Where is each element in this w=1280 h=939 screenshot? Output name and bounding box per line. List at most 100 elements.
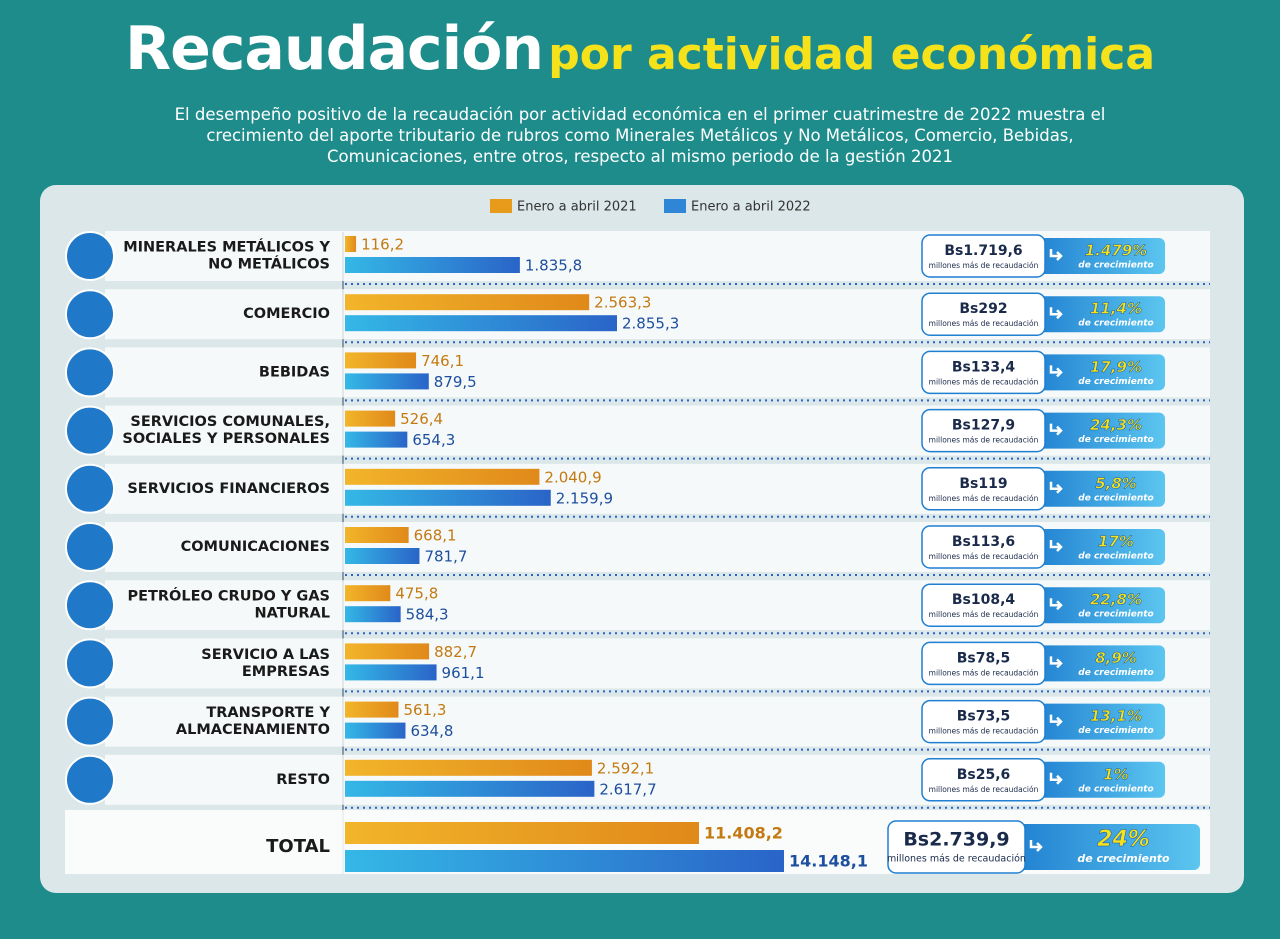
bar	[345, 759, 592, 776]
total-value-label: 11.408,2	[704, 824, 783, 843]
bar	[345, 294, 590, 311]
category-label: SERVICIO A LAS EMPRESAS	[201, 647, 330, 680]
growth-note: de crecimiento	[1078, 319, 1153, 329]
increase-label: Bs113,6	[952, 534, 1015, 550]
category-icon	[65, 231, 115, 281]
legend-label: Enero a abril 2022	[691, 200, 811, 215]
increase-box	[921, 699, 1046, 744]
growth-arrow	[1031, 238, 1165, 274]
value-label: 746,1	[421, 352, 464, 370]
arrow-icon	[1049, 481, 1063, 494]
value-label: 116,2	[361, 236, 404, 254]
arrow-icon	[1049, 307, 1063, 320]
category-icon	[65, 580, 115, 631]
increase-label: Bs1.719,6	[944, 243, 1022, 259]
increase-label: Bs73,5	[957, 709, 1011, 725]
bar	[345, 527, 409, 543]
arrow-icon	[1049, 365, 1063, 378]
legend-label: Enero a abril 2021	[517, 200, 637, 215]
increase-note: millones más de recaudación	[929, 668, 1039, 677]
total-label: TOTAL	[266, 836, 330, 857]
bar	[345, 257, 520, 273]
total-bar	[345, 850, 784, 872]
growth-note: de crecimiento	[1078, 610, 1153, 620]
value-label: 2.592,1	[597, 759, 654, 777]
arrow-icon	[1049, 772, 1063, 785]
increase-note: millones más de recaudación	[929, 377, 1039, 386]
growth-note: de crecimiento	[1078, 261, 1153, 271]
value-label: 879,5	[434, 373, 477, 391]
value-label: 2.563,3	[594, 294, 651, 312]
category-label: SERVICIOS FINANCIEROS	[127, 481, 330, 497]
increase-label: Bs133,4	[952, 359, 1016, 375]
value-label: 961,1	[442, 664, 485, 682]
growth-arrow	[1031, 587, 1165, 624]
increase-box	[921, 525, 1046, 569]
value-label: 1.835,8	[525, 257, 582, 275]
increase-note: millones más de recaudación	[929, 319, 1039, 328]
growth-arrow	[1031, 296, 1165, 333]
growth-label: 17%	[1098, 533, 1134, 551]
increase-note: millones más de recaudación	[887, 854, 1026, 865]
value-label: 2.855,3	[622, 315, 679, 333]
increase-box	[921, 234, 1046, 278]
bar	[345, 701, 399, 718]
increase-label: Bs2.739,9	[903, 829, 1009, 851]
arrow-icon	[1049, 540, 1063, 552]
growth-note: de crecimiento	[1078, 784, 1153, 794]
category-icon	[65, 696, 115, 747]
increase-label: Bs78,5	[957, 650, 1011, 666]
growth-note: de crecimiento	[1078, 435, 1153, 445]
increase-box	[921, 292, 1046, 336]
bar	[345, 468, 540, 485]
bar	[345, 780, 595, 797]
header: Recaudación por actividad económica	[0, 14, 1280, 84]
bar	[345, 315, 617, 332]
bar	[345, 236, 357, 252]
bar	[345, 410, 396, 427]
category-icon	[65, 754, 115, 805]
increase-box	[887, 820, 1026, 874]
growth-note: de crecimiento	[1078, 493, 1153, 503]
bar	[345, 489, 551, 506]
growth-note: de crecimiento	[1078, 377, 1153, 387]
category-label: BEBIDAS	[259, 364, 330, 380]
bar	[345, 431, 408, 448]
subtitle: El desempeño positivo de la recaudación …	[174, 105, 1106, 166]
bar	[345, 606, 401, 623]
bar	[345, 352, 417, 369]
category-icon	[65, 347, 115, 398]
growth-arrow	[1031, 354, 1165, 391]
growth-label: 22,8%	[1090, 591, 1142, 609]
arrow-icon	[1029, 840, 1043, 852]
category-icon	[65, 522, 115, 572]
increase-box	[921, 641, 1046, 686]
increase-box	[921, 758, 1046, 802]
bar	[345, 585, 391, 602]
value-label: 584,3	[406, 606, 449, 624]
increase-note: millones más de recaudación	[929, 610, 1039, 619]
arrow-icon	[1049, 656, 1063, 669]
category-label: RESTO	[276, 772, 330, 788]
category-icon	[65, 289, 115, 340]
bar	[345, 722, 406, 739]
growth-note: de crecimiento	[1078, 726, 1153, 736]
growth-label: 1.479%	[1085, 242, 1147, 260]
value-label: 2.040,9	[544, 468, 601, 486]
increase-note: millones más de recaudación	[929, 494, 1039, 503]
value-label: 882,7	[434, 643, 477, 661]
value-label: 475,8	[395, 585, 438, 603]
growth-label: 13,1%	[1090, 707, 1142, 725]
legend-swatch	[664, 199, 686, 213]
category-label: PETRÓLEO CRUDO Y GAS NATURAL	[127, 587, 330, 622]
total-bar	[345, 822, 699, 844]
increase-label: Bs127,9	[952, 418, 1015, 434]
increase-label: Bs108,4	[952, 592, 1016, 608]
arrow-icon	[1049, 598, 1063, 611]
legend-swatch	[490, 199, 512, 213]
growth-label: 24%	[1097, 827, 1150, 852]
arrow-icon	[1049, 714, 1063, 727]
increase-label: Bs292	[959, 301, 1007, 317]
